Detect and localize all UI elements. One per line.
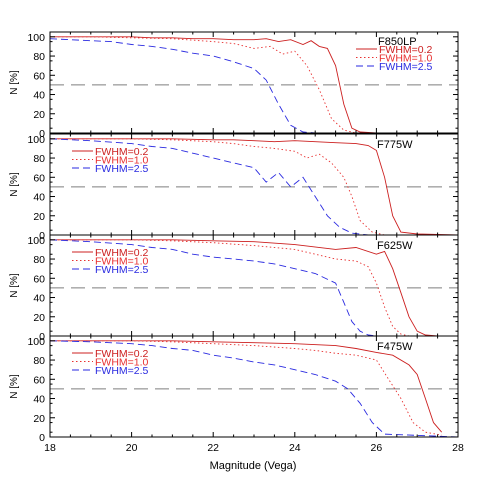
x-tick-label: 28 [452,442,464,454]
y-axis-label: N [%] [9,172,20,197]
series-line-fwhm-2-5 [49,239,458,337]
series-line-fwhm-2-5 [49,340,459,438]
x-tick-label: 20 [126,442,138,454]
y-tick-label: 40 [33,192,45,204]
legend-label: FWHM=2.5 [95,264,149,276]
panel-filter-label: F625W [377,240,413,252]
y-tick-label: 60 [33,374,45,386]
y-tick-label: 100 [27,32,45,44]
y-tick-label: 20 [33,413,45,425]
legend-label: FWHM=1.0 [95,256,149,268]
y-tick-label: 20 [33,109,45,121]
y-tick-label: 100 [27,134,45,146]
panel-filter-label: F475W [377,341,413,353]
series-line-fwhm-1-0 [50,36,458,134]
x-axis-label: Magnitude (Vega) [210,460,297,472]
panel-filter-label: F775W [377,139,413,151]
panel-filter-label: F850LP [378,36,417,48]
y-tick-label: 60 [33,273,45,285]
panel-f850lp: 0 20 40 60 80 100 N [%] F850LPFWHM=0.2FWHM=1.0F… [9,31,459,140]
series-line-fwhm-2-5 [49,138,458,236]
y-tick-label: 0 [39,331,45,343]
series-line-fwhm-1-0 [50,340,442,436]
y-tick-label: 20 [33,312,45,324]
legend-label: FWHM=1.0 [95,357,149,369]
series-line-fwhm-2-5 [49,38,458,134]
y-axis-label: N [%] [9,374,20,399]
legend-label: FWHM=1.0 [95,155,149,167]
y-tick-label: 0 [39,128,45,140]
panel-f625w: 0 20 40 60 80 100 N [%] F625W FWHM=0.2FWHM=1.0FW… [9,234,459,343]
legend-label: FWHM=0.2 [95,348,149,360]
y-tick-label: 0 [39,432,45,444]
panel-f775w: 0 20 40 60 80 100 N [%] F775W FWHM=0.2FWHM=1.0FW… [9,133,459,242]
y-axis-label: N [%] [9,273,20,298]
x-tick-label: 24 [289,442,301,454]
legend-label: FWHM=2.5 [379,61,433,73]
y-tick-label: 80 [33,254,45,266]
y-tick-label: 40 [33,394,45,406]
y-tick-label: 80 [33,153,45,165]
y-tick-label: 20 [33,211,45,223]
y-tick-label: 100 [27,336,45,348]
y-axis-label: N [%] [9,70,20,95]
y-tick-label: 40 [33,293,45,305]
series-line-fwhm-0-2 [50,340,443,433]
y-tick-label: 60 [33,70,45,82]
y-tick-label: 100 [27,235,45,247]
y-tick-label: 60 [33,172,45,184]
y-tick-label: 80 [33,51,45,63]
y-tick-label: 40 [33,90,45,102]
series-line-fwhm-0-2 [50,36,458,134]
legend-label: FWHM=0.2 [379,44,433,56]
legend-label: FWHM=1.0 [379,53,433,65]
x-tick-label: 22 [207,442,219,454]
legend-label: FWHM=0.2 [95,247,149,259]
legend-label: FWHM=0.2 [95,146,149,158]
y-tick-label: 0 [39,230,45,242]
series-line-fwhm-0-2 [50,239,458,337]
x-tick-label: 18 [44,442,56,454]
legend-label: FWHM=2.5 [95,163,149,175]
x-tick-label: 26 [371,442,383,454]
series-line-fwhm-1-0 [50,239,458,337]
legend-label: FWHM=2.5 [95,365,149,377]
series-line-fwhm-0-2 [50,138,459,236]
y-tick-label: 80 [33,355,45,367]
panel-f475w: 0 20 40 60 80 100 18 20 22 24 26 28 N [%] F475W FWHM=0… [9,335,464,454]
